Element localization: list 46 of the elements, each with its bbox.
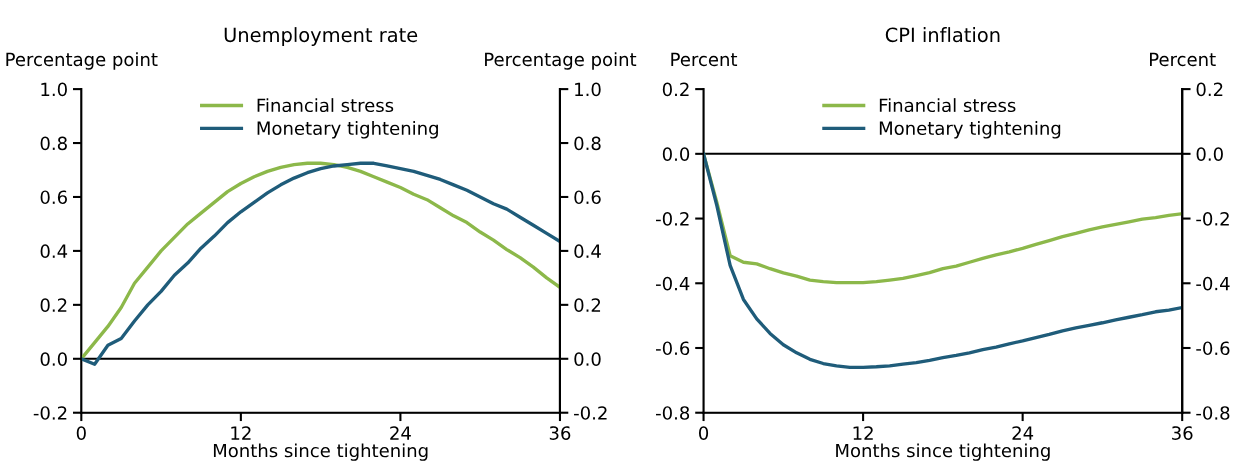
legend-label: Financial stress [257, 98, 394, 113]
chart-title: Unemployment rate [224, 27, 418, 46]
legend-label: Monetary tightening [879, 121, 1061, 139]
y-tick-label: -0.8 [656, 406, 690, 420]
x-axis-title: Months since tightening [836, 443, 1050, 461]
y2-tick-label: -0.4 [1196, 276, 1230, 291]
y-axis-title: Percent [671, 52, 738, 67]
y2-axis-title: Percentage point [485, 52, 637, 70]
y-tick-label: -0.2 [33, 406, 67, 420]
y2-tick-label: 0.0 [574, 352, 601, 366]
y-tick-label: 1.0 [41, 82, 67, 97]
y-tick-label: 0.6 [40, 190, 67, 205]
y2-tick-label: -0.2 [1196, 212, 1229, 226]
y2-tick-label: 0.2 [1196, 82, 1223, 97]
x-tick-label: 24 [1012, 426, 1034, 440]
legend-label: Monetary tightening [257, 121, 438, 139]
y-tick-label: -0.6 [656, 341, 690, 356]
y2-tick-label: 0.4 [574, 244, 601, 259]
y2-tick-label: 0.2 [574, 298, 601, 312]
x-tick-label: 12 [853, 426, 873, 440]
y2-tick-label: -0.6 [1196, 341, 1230, 356]
x-axis-title: Months since tightening [213, 443, 428, 461]
y2-tick-label: 0.8 [574, 136, 601, 151]
y-tick-label: 0.2 [662, 82, 689, 97]
y2-tick-label: -0.2 [574, 406, 607, 420]
y2-tick-label: 0.6 [574, 190, 601, 205]
y2-tick-label: -0.8 [1196, 406, 1230, 420]
y-tick-label: -0.2 [656, 212, 689, 226]
y-tick-label: 0.0 [662, 147, 690, 161]
x-tick-label: 0 [76, 426, 86, 440]
y-tick-label: 0.0 [40, 352, 67, 366]
x-tick-label: 0 [699, 426, 709, 440]
y-tick-label: 0.8 [40, 136, 67, 151]
x-tick-label: 24 [390, 426, 411, 440]
y2-tick-label: 0.0 [1196, 147, 1223, 161]
y-tick-label: 0.4 [40, 244, 68, 259]
chart-title: CPI inflation [885, 27, 1000, 43]
y-tick-label: 0.2 [40, 298, 67, 312]
x-tick-label: 36 [549, 426, 571, 440]
y2-axis-title: Percent [1150, 52, 1216, 67]
legend-label: Financial stress [879, 98, 1016, 113]
x-tick-label: 36 [1172, 426, 1193, 440]
y2-tick-label: 1.0 [575, 82, 601, 97]
x-tick-label: 12 [231, 426, 251, 440]
y-axis-title: Percentage point [6, 52, 158, 70]
y-tick-label: -0.4 [656, 276, 690, 291]
